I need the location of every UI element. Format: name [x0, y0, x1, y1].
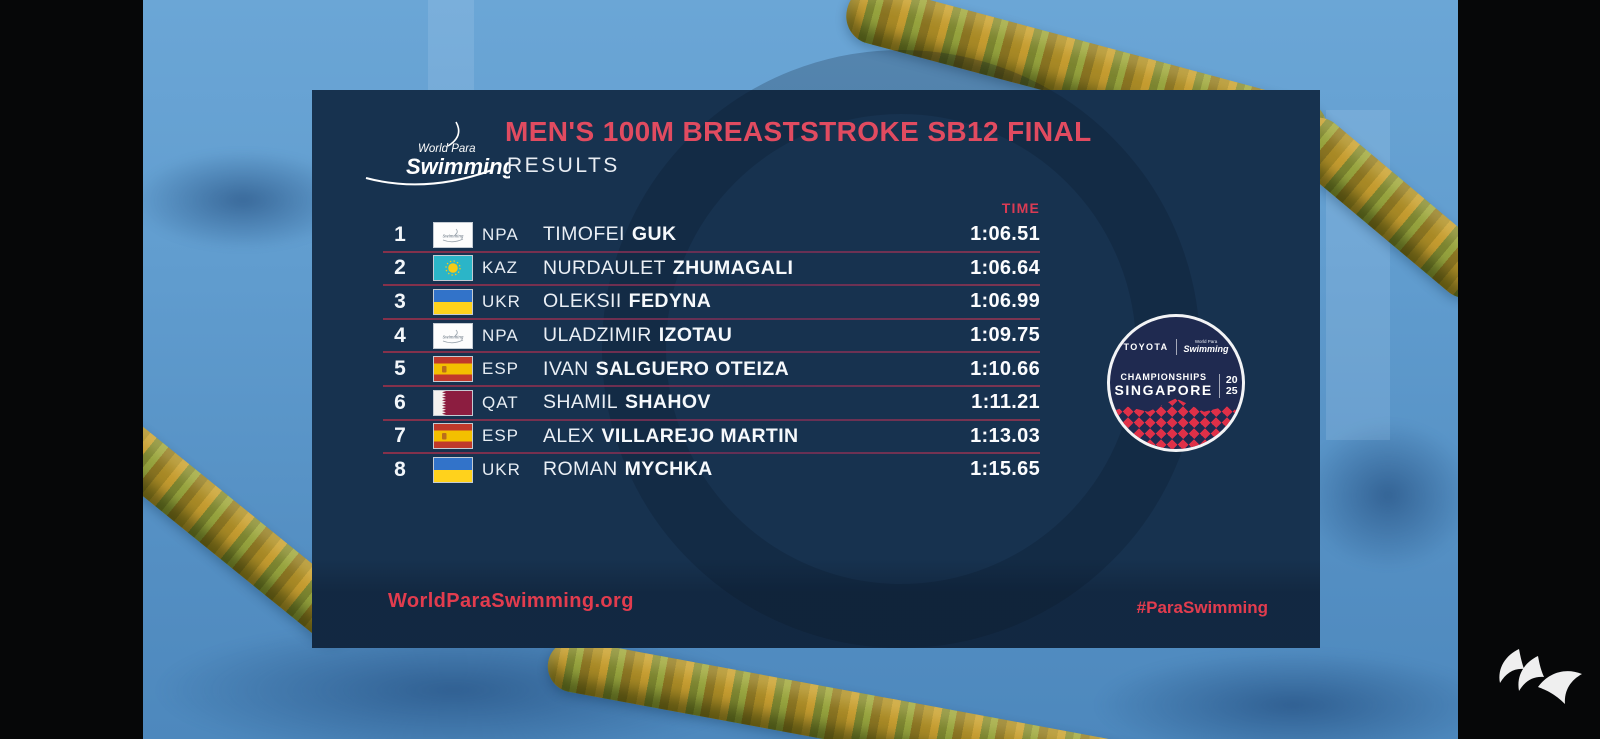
- result-time: 1:13.03: [970, 424, 1040, 447]
- athlete-name: ROMAN MYCHKA: [543, 458, 930, 481]
- result-row: 1 Swimming NPA TIMOFEI GUK 1:06.51: [383, 218, 1040, 253]
- result-row: 4 Swimming NPA ULADZIMIR IZOTAU 1:09.75: [383, 319, 1040, 354]
- result-row: 2 KAZ NURDAULET ZHUMAGALI 1:06.64: [383, 252, 1040, 287]
- row-separator: [383, 418, 1040, 421]
- result-time: 1:09.75: [970, 324, 1040, 347]
- athlete-last-name: SHAHOV: [625, 391, 711, 414]
- rank: 5: [394, 357, 406, 381]
- water-shadow: [1093, 650, 1493, 739]
- athlete-name: SHAMIL SHAHOV: [543, 391, 930, 414]
- svg-text:Swimming: Swimming: [406, 154, 510, 179]
- country-flag: [433, 255, 473, 282]
- athlete-name: IVAN SALGUERO OTEIZA: [543, 358, 930, 381]
- noc-code: NPA: [482, 224, 519, 244]
- athlete-first-name: NURDAULET: [543, 256, 666, 279]
- row-separator: [383, 317, 1040, 320]
- athlete-first-name: ULADZIMIR: [543, 324, 652, 347]
- result-row: 7 ESP ALEX VILLAREJO MARTIN 1:13.03: [383, 420, 1040, 455]
- water-shadow: [1303, 420, 1473, 570]
- noc-code: ESP: [482, 426, 520, 446]
- time-column-header: TIME: [1001, 200, 1040, 216]
- athlete-first-name: TIMOFEI: [543, 223, 625, 246]
- result-row: 6 QAT SHAMIL SHAHOV 1:11.21: [383, 386, 1040, 421]
- rank: 8: [394, 457, 406, 481]
- hashtag: #ParaSwimming: [1136, 598, 1268, 617]
- athlete-first-name: ROMAN: [543, 458, 618, 481]
- athlete-last-name: ZHUMAGALI: [672, 256, 794, 279]
- country-flag: [433, 389, 473, 416]
- rank: 7: [394, 424, 406, 448]
- black-bar-right: [1458, 0, 1600, 739]
- row-separator: [383, 284, 1040, 287]
- rank: 1: [394, 222, 406, 246]
- results-panel: World Para Swimming MEN'S 100M BREASTSTR…: [312, 50, 1320, 648]
- black-bar-left: [0, 0, 143, 739]
- badge-championships-text: CHAMPIONSHIPS SINGAPORE: [1114, 372, 1213, 398]
- result-time: 1:11.21: [971, 391, 1040, 414]
- world-para-swimming-logo: World Para Swimming: [365, 121, 510, 186]
- rank: 3: [394, 289, 406, 313]
- badge-mosaic-pattern: [1110, 398, 1242, 449]
- athlete-last-name: SALGUERO OTEIZA: [595, 357, 790, 380]
- rank: 4: [394, 323, 406, 347]
- svg-text:Swimming: Swimming: [443, 334, 464, 339]
- event-subtitle: RESULTS: [507, 154, 620, 177]
- result-time: 1:15.65: [970, 458, 1040, 481]
- athlete-first-name: SHAMIL: [543, 391, 619, 414]
- athlete-last-name: GUK: [631, 223, 677, 246]
- championships-badge: TOYOTA World Para Swimming CHAMPIONSHIPS…: [1107, 314, 1245, 452]
- row-separator: [383, 452, 1040, 455]
- noc-code: NPA: [482, 325, 519, 345]
- athlete-first-name: ALEX: [543, 424, 595, 447]
- svg-text:World Para: World Para: [418, 143, 476, 155]
- result-time: 1:06.64: [970, 256, 1040, 279]
- country-flag: [433, 423, 473, 450]
- noc-code: ESP: [482, 359, 520, 379]
- result-time: 1:10.66: [970, 357, 1040, 380]
- website-link: WorldParaSwimming.org: [388, 590, 634, 612]
- noc-code: QAT: [482, 392, 519, 412]
- event-title: MEN'S 100M BREASTSTROKE SB12 FINAL: [505, 116, 1092, 147]
- result-row: 3 UKR OLEKSII FEDYNA 1:06.99: [383, 285, 1040, 320]
- country-flag: Swimming: [433, 221, 473, 248]
- athlete-name: ULADZIMIR IZOTAU: [543, 324, 930, 347]
- noc-code: UKR: [482, 459, 521, 479]
- paralympic-agitos-icon: [1499, 649, 1582, 704]
- row-separator: [383, 250, 1040, 253]
- badge-wps-logo: World Para Swimming: [1183, 339, 1229, 354]
- athlete-name: NURDAULET ZHUMAGALI: [543, 257, 930, 280]
- athlete-last-name: MYCHKA: [624, 458, 713, 481]
- athlete-name: ALEX VILLAREJO MARTIN: [543, 425, 930, 448]
- result-row: 5 ESP IVAN SALGUERO OTEIZA 1:10.66: [383, 352, 1040, 387]
- results-table: 1 Swimming NPA TIMOFEI GUK 1:06.51 2 KAZ …: [383, 218, 1040, 487]
- noc-code: UKR: [482, 291, 521, 311]
- athlete-first-name: OLEKSII: [543, 290, 622, 313]
- athlete-last-name: FEDYNA: [628, 290, 712, 313]
- result-time: 1:06.51: [970, 223, 1040, 246]
- badge-divider: [1175, 339, 1177, 355]
- athlete-first-name: IVAN: [543, 357, 589, 380]
- svg-text:Swimming: Swimming: [443, 233, 464, 238]
- athlete-last-name: IZOTAU: [658, 324, 733, 347]
- badge-divider: [1218, 373, 1220, 398]
- country-flag: [433, 356, 473, 383]
- result-time: 1:06.99: [970, 290, 1040, 313]
- country-flag: [433, 288, 473, 315]
- athlete-last-name: VILLAREJO MARTIN: [601, 424, 799, 447]
- result-row: 8 UKR ROMAN MYCHKA 1:15.65: [383, 453, 1040, 487]
- row-separator: [383, 351, 1040, 354]
- row-separator: [383, 384, 1040, 387]
- badge-sponsor: TOYOTA: [1123, 342, 1169, 352]
- country-flag: Swimming: [433, 322, 473, 349]
- rank: 6: [394, 390, 406, 414]
- athlete-name: OLEKSII FEDYNA: [543, 290, 930, 313]
- rank: 2: [394, 256, 406, 280]
- noc-code: KAZ: [482, 258, 519, 278]
- badge-year: 20 25: [1225, 374, 1238, 397]
- country-flag: [433, 456, 473, 483]
- athlete-name: TIMOFEI GUK: [543, 223, 930, 246]
